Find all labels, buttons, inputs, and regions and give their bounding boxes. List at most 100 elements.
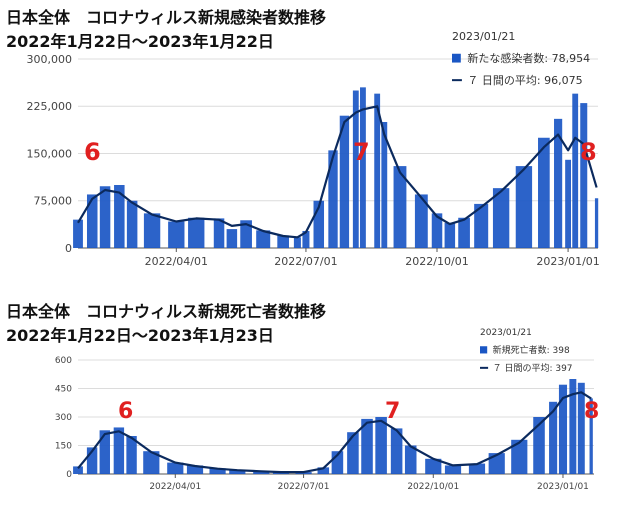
bar [444, 222, 456, 248]
bar [511, 439, 528, 474]
bar [488, 453, 505, 474]
x-tick-label: 2022/04/01 [145, 255, 208, 268]
bar [569, 379, 577, 474]
bar [126, 200, 138, 248]
bar [253, 471, 270, 474]
chart-title: 日本全体 コロナウィルス新規死亡者数推移 [6, 302, 327, 321]
bar [474, 203, 489, 248]
bar [515, 166, 533, 248]
wave-annotation: 8 [580, 138, 597, 166]
y-tick-label: 225,000 [27, 100, 73, 113]
bar [99, 186, 111, 248]
bar [256, 230, 271, 248]
bar [295, 472, 312, 474]
bar [589, 398, 593, 474]
average-line [77, 105, 598, 239]
y-tick-label: 0 [65, 242, 72, 255]
y-tick-label: 600 [55, 356, 72, 366]
bar [143, 451, 160, 474]
cases-chart: 0 75,000 150,000 225,000 300,000 2022/04/01 20… [27, 30, 600, 268]
bar [375, 417, 387, 474]
bar [339, 115, 350, 248]
x-tick-label: 2022/04/01 [149, 482, 201, 492]
bar [381, 122, 388, 248]
bar [431, 213, 443, 248]
bar [444, 465, 462, 474]
bar [328, 150, 338, 248]
bar [331, 451, 344, 474]
bar [167, 462, 184, 474]
bar [99, 430, 110, 474]
bar [414, 194, 428, 248]
bar [86, 447, 98, 474]
y-tick-label: 75,000 [34, 195, 73, 208]
x-tick-label: 2023/01/01 [537, 482, 589, 492]
legend-line-label: ７ 日間の平均: 96,075 [467, 74, 582, 87]
chart-subtitle: 2022年1月22日〜2023年1月22日 [6, 32, 274, 51]
x-tick-label: 2022/10/01 [407, 482, 459, 492]
bar [558, 384, 568, 474]
bar [374, 93, 381, 249]
bar [229, 469, 246, 474]
bar [565, 159, 572, 248]
bar [468, 463, 486, 474]
bar [390, 428, 403, 474]
y-tick-label: 150,000 [27, 147, 73, 160]
legend-bar-label: 新たな感染者数: 78,954 [467, 51, 590, 65]
bar [302, 230, 310, 248]
bar [113, 427, 125, 474]
wave-annotation: 6 [84, 138, 101, 166]
x-tick-label: 2022/10/01 [405, 255, 468, 268]
bar [572, 93, 579, 249]
bar [240, 220, 252, 248]
bar [272, 472, 290, 474]
chart-subtitle: 2022年1月22日〜2023年1月23日 [6, 326, 274, 345]
bar [554, 118, 563, 248]
bar [360, 87, 366, 248]
y-tick-label: 450 [55, 385, 72, 395]
legend-bar-swatch [480, 346, 488, 354]
legend-date: 2023/01/21 [480, 328, 532, 338]
chart-title: 日本全体 コロナウィルス新規感染者数推移 [6, 8, 327, 27]
y-tick-label: 0 [66, 470, 72, 480]
bar [213, 218, 225, 248]
bar [73, 466, 83, 474]
wave-annotation: 8 [584, 399, 599, 424]
wave-annotation: 6 [118, 399, 133, 424]
bar [538, 137, 550, 248]
bar [293, 237, 301, 248]
bar [577, 382, 585, 474]
legend-line-label: ７ 日間の平均: 397 [493, 362, 573, 374]
y-tick-label: 300,000 [27, 53, 73, 66]
bar [168, 221, 185, 248]
wave-annotation: 7 [385, 399, 400, 424]
bar [226, 229, 238, 248]
y-tick-label: 150 [55, 442, 72, 452]
bar [549, 401, 558, 474]
bar [317, 467, 330, 474]
bar [186, 465, 204, 474]
bar [143, 213, 161, 248]
bar [126, 436, 137, 474]
legend-date: 2023/01/21 [452, 30, 515, 43]
bar [425, 458, 442, 474]
bar [114, 185, 125, 248]
bar [352, 90, 359, 248]
bar [458, 217, 470, 248]
x-tick-label: 2022/07/01 [278, 482, 330, 492]
bar [313, 200, 325, 248]
x-tick-label: 2023/01/01 [536, 255, 599, 268]
bar [73, 219, 83, 248]
x-tick-label: 2022/07/01 [274, 255, 337, 268]
y-tick-label: 300 [55, 413, 72, 423]
bar [361, 418, 373, 474]
bar [209, 468, 226, 474]
bar [277, 235, 289, 248]
legend-bar-swatch [452, 53, 461, 63]
legend-bar-label: 新規死亡者数: 398 [493, 344, 570, 356]
bar [393, 166, 407, 248]
bar [86, 194, 98, 248]
bar [347, 432, 359, 474]
average-line [77, 391, 592, 474]
bar [188, 217, 205, 248]
